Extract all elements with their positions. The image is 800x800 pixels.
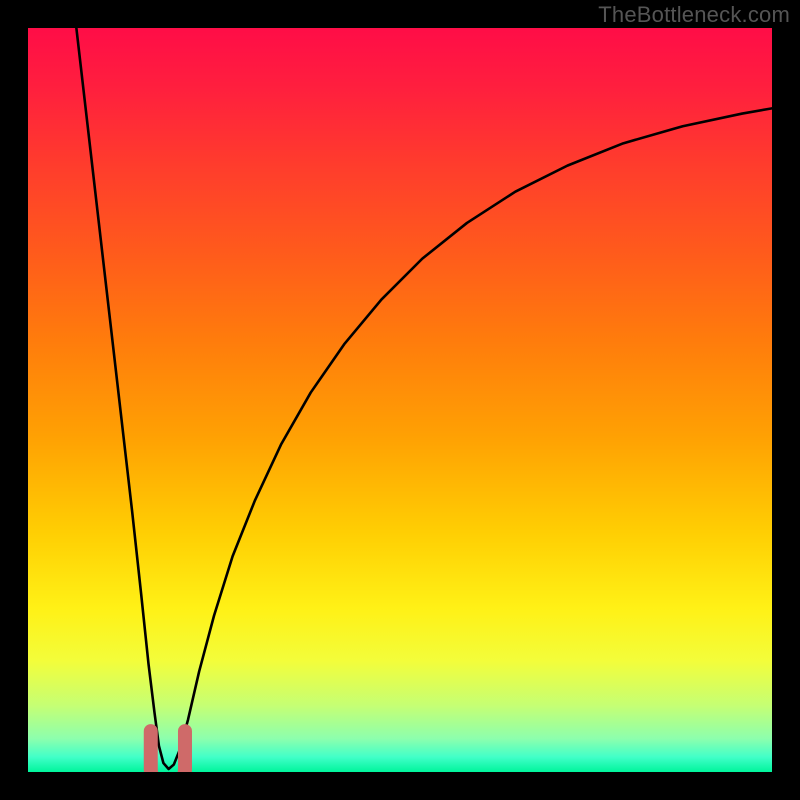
bottleneck-chart <box>0 0 800 800</box>
gradient-background <box>28 28 772 772</box>
chart-container: TheBottleneck.com <box>0 0 800 800</box>
watermark-text: TheBottleneck.com <box>598 2 790 28</box>
